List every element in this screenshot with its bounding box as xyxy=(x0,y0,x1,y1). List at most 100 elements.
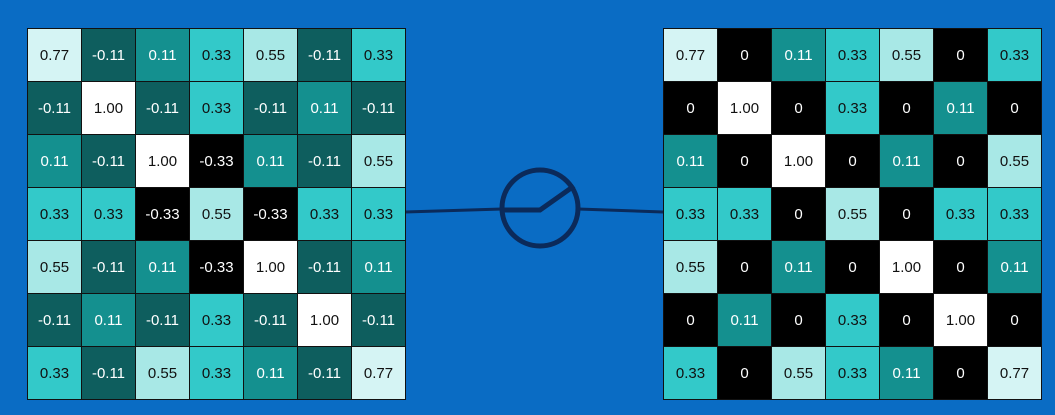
grid-cell: 0.55 xyxy=(879,28,934,82)
grid-cell: -0.33 xyxy=(135,187,190,241)
grid-cell: 0.33 xyxy=(663,346,718,400)
grid-cell: 0.33 xyxy=(825,346,880,400)
grid-cell: 0.77 xyxy=(987,346,1042,400)
grid-cell: 0.11 xyxy=(663,134,718,188)
grid-cell: -0.33 xyxy=(243,187,298,241)
output-grid: 0.77 0 0.11 0.33 0.55 0 0.33 0 1.00 0 0.33 0 0.11 0 0.… xyxy=(663,28,1042,400)
grid-cell: 0.11 xyxy=(879,134,934,188)
grid-cell: 0.11 xyxy=(297,81,352,135)
grid-cell: 0 xyxy=(663,81,718,135)
grid-cell: 0 xyxy=(879,293,934,347)
grid-row: 0.77 0 0.11 0.33 0.55 0 0.33 xyxy=(663,28,1042,82)
input-grid: 0.77 -0.11 0.11 0.33 0.55 -0.11 0.33 -0.11 1.00-… xyxy=(27,28,406,400)
grid-cell: 0 xyxy=(825,134,880,188)
grid-cell: -0.11 xyxy=(297,346,352,400)
grid-cell: 0.33 xyxy=(351,28,406,82)
grid-cell: -0.11 xyxy=(27,81,82,135)
grid-cell: 0.33 xyxy=(189,293,244,347)
grid-cell: -0.11 xyxy=(351,81,406,135)
grid-cell: 0 xyxy=(771,293,826,347)
grid-cell: 0.77 xyxy=(27,28,82,82)
grid-cell: 0.33 xyxy=(933,187,988,241)
grid-row: 0.11 0 1.00 0 0.11 0 0.55 xyxy=(663,134,1042,188)
grid-cell: 0.33 xyxy=(987,187,1042,241)
connector-line xyxy=(577,207,664,214)
grid-cell: 0.11 xyxy=(933,81,988,135)
grid-cell: 0.33 xyxy=(27,187,82,241)
grid-row: 0.55 0 0.11 0 1.00 0 0.11 xyxy=(663,240,1042,294)
grid-cell: 1.00 xyxy=(879,240,934,294)
grid-cell: -0.33 xyxy=(189,240,244,294)
grid-cell: 0.33 xyxy=(81,187,136,241)
grid-row: -0.11 0.11 -0.11 0.33 -0.11 1.00 -0.11 xyxy=(27,293,406,347)
grid-cell: 0.55 xyxy=(987,134,1042,188)
grid-cell: -0.11 xyxy=(135,81,190,135)
grid-cell: -0.11 xyxy=(81,28,136,82)
grid-cell: 0.33 xyxy=(825,293,880,347)
relu-curve xyxy=(502,183,576,213)
grid-cell: -0.11 xyxy=(351,293,406,347)
grid-cell: 0 xyxy=(933,134,988,188)
grid-cell: 0.11 xyxy=(717,293,772,347)
grid-cell: 0.11 xyxy=(987,240,1042,294)
grid-cell: 0.33 xyxy=(351,187,406,241)
grid-cell: 0.55 xyxy=(663,240,718,294)
grid-cell: 0.55 xyxy=(27,240,82,294)
grid-cell: -0.11 xyxy=(135,293,190,347)
grid-cell: 0.11 xyxy=(771,240,826,294)
grid-row: 0.33 0.33 -0.33 0.55 -0.33 0.33 0.33 xyxy=(27,187,406,241)
grid-cell: 0.33 xyxy=(189,346,244,400)
grid-row: 0.33 0 0.55 0.33 0.11 0 0.77 xyxy=(663,346,1042,400)
grid-cell: 0.11 xyxy=(135,28,190,82)
grid-row: 0.55 -0.11 0.11 -0.33 1.00 -0.11 0.11 xyxy=(27,240,406,294)
grid-cell: 0.55 xyxy=(135,346,190,400)
grid-cell: 0 xyxy=(771,187,826,241)
grid-cell: 0.33 xyxy=(825,81,880,135)
grid-cell: 0.11 xyxy=(135,240,190,294)
grid-cell: 0.33 xyxy=(189,81,244,135)
grid-row: 0.77 -0.11 0.11 0.33 0.55 -0.11 0.33 xyxy=(27,28,406,82)
grid-cell: 0 xyxy=(879,81,934,135)
grid-cell: 0 xyxy=(933,346,988,400)
grid-cell: -0.11 xyxy=(297,240,352,294)
grid-cell: 0.11 xyxy=(879,346,934,400)
grid-cell: 0 xyxy=(717,134,772,188)
grid-cell: 1.00 xyxy=(717,81,772,135)
connector-line xyxy=(404,207,503,214)
grid-cell: 0.77 xyxy=(663,28,718,82)
grid-cell: -0.11 xyxy=(81,346,136,400)
grid-cell: 0 xyxy=(933,28,988,82)
grid-cell: -0.11 xyxy=(297,28,352,82)
grid-cell: 0.55 xyxy=(825,187,880,241)
grid-cell: 0.11 xyxy=(351,240,406,294)
grid-cell: -0.33 xyxy=(189,134,244,188)
grid-row: 0 0.11 0 0.33 0 1.00 0 xyxy=(663,293,1042,347)
grid-cell: -0.11 xyxy=(243,293,298,347)
grid-cell: 1.00 xyxy=(297,293,352,347)
grid-cell: 0 xyxy=(771,81,826,135)
grid-cell: 0.77 xyxy=(351,346,406,400)
grid-cell: 0.11 xyxy=(771,28,826,82)
grid-cell: 1.00 xyxy=(243,240,298,294)
grid-cell: 0.33 xyxy=(987,28,1042,82)
grid-cell: 0.55 xyxy=(189,187,244,241)
grid-cell: 0 xyxy=(825,240,880,294)
grid-cell: 1.00 xyxy=(771,134,826,188)
grid-cell: 1.00 xyxy=(81,81,136,135)
grid-cell: 0 xyxy=(717,346,772,400)
grid-cell: 0.33 xyxy=(27,346,82,400)
grid-cell: -0.11 xyxy=(243,81,298,135)
grid-cell: 0.55 xyxy=(243,28,298,82)
grid-cell: -0.11 xyxy=(27,293,82,347)
grid-cell: -0.11 xyxy=(81,240,136,294)
grid-cell: 0 xyxy=(933,240,988,294)
grid-cell: 1.00 xyxy=(933,293,988,347)
grid-cell: 0.11 xyxy=(81,293,136,347)
grid-row: 0.11 -0.11 1.00 -0.33 0.11 -0.11 0.55 xyxy=(27,134,406,188)
grid-cell: -0.11 xyxy=(297,134,352,188)
grid-cell: 0.33 xyxy=(663,187,718,241)
grid-cell: 0 xyxy=(987,81,1042,135)
grid-cell: 0 xyxy=(879,187,934,241)
